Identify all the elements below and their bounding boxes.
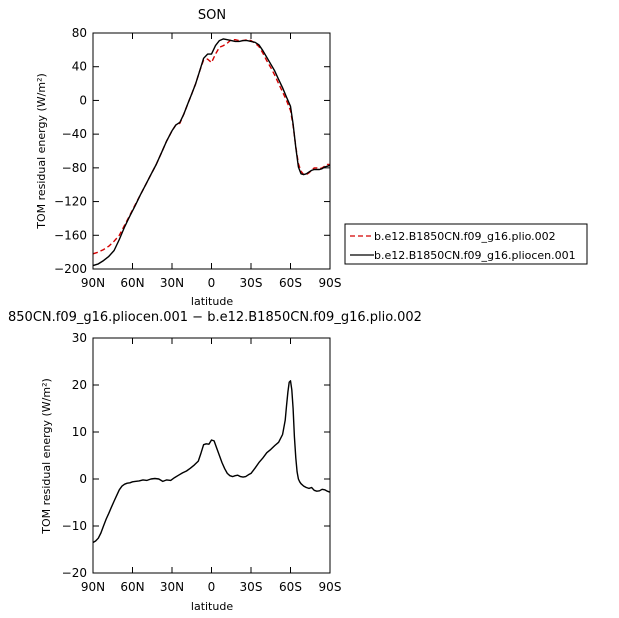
top-series-line-2 <box>92 38 331 267</box>
bottom-series-layer <box>92 380 331 544</box>
top-y-tick-label: −160 <box>54 228 87 242</box>
bottom-y-tick-label: 10 <box>72 425 87 439</box>
top-series-layer <box>92 38 331 267</box>
bottom-ticks-layer: 90N 60N 30N 0 30S 60S 90S −20 −10 0 10 20 30 <box>62 331 342 594</box>
legend-label-series-2: b.e12.B1850CN.f09_g16.pliocen.001 <box>374 249 576 262</box>
top-x-tick-label: 90N <box>81 276 105 290</box>
bottom-x-tick-label: 90S <box>319 580 342 594</box>
bottom-x-tick-label: 30N <box>160 580 184 594</box>
legend-label-series-1: b.e12.B1850CN.f09_g16.plio.002 <box>374 230 556 243</box>
bottom-x-tick-label: 30S <box>240 580 263 594</box>
top-chart-title: SON <box>198 8 226 23</box>
top-plot-frame <box>92 32 331 270</box>
top-legend: b.e12.B1850CN.f09_g16.plio.002 b.e12.B18… <box>344 223 588 265</box>
top-x-tick-label: 0 <box>208 276 216 290</box>
bottom-chart-title: 850CN.f09_g16.pliocen.001 − b.e12.B1850C… <box>8 310 422 325</box>
top-x-tick-label: 90S <box>319 276 342 290</box>
bottom-x-tick-label: 0 <box>208 580 216 594</box>
top-y-tick-label: −120 <box>54 195 87 209</box>
top-x-axis-label: latitude <box>191 295 233 308</box>
bottom-x-tick-label: 60N <box>120 580 144 594</box>
bottom-series-line-1 <box>92 380 331 544</box>
bottom-panel: 850CN.f09_g16.pliocen.001 − b.e12.B1850C… <box>8 310 422 613</box>
bottom-y-tick-label: 30 <box>72 331 87 345</box>
bottom-plot-frame <box>92 337 331 574</box>
top-ticks-layer: 90N 60N 30N 0 30S 60S 90S −200 −160 −120 −80 −40 0 40… <box>54 26 341 290</box>
top-y-axis-label: TOM residual energy (W/m²) <box>35 73 48 230</box>
bottom-x-tick-label: 60S <box>279 580 302 594</box>
bottom-y-tick-label: 20 <box>72 378 87 392</box>
top-y-tick-label: −80 <box>62 161 87 175</box>
top-series-line-1 <box>92 39 330 255</box>
top-panel: SON 90N 60N 30N 0 30S 60S 90S −200 −160 −120 −80 −4… <box>35 8 588 308</box>
bottom-y-tick-label: −10 <box>62 519 87 533</box>
bottom-x-axis-label: latitude <box>191 600 233 613</box>
legend-box <box>344 223 588 265</box>
top-x-tick-label: 30N <box>160 276 184 290</box>
bottom-y-tick-label: 0 <box>79 472 87 486</box>
top-x-tick-label: 30S <box>240 276 263 290</box>
top-y-tick-label: 80 <box>72 26 87 40</box>
top-x-tick-label: 60N <box>120 276 144 290</box>
bottom-x-tick-label: 90N <box>81 580 105 594</box>
top-x-tick-label: 60S <box>279 276 302 290</box>
top-y-tick-label: 40 <box>72 60 87 74</box>
bottom-y-tick-label: −20 <box>62 566 87 580</box>
top-y-tick-label: −40 <box>62 127 87 141</box>
top-y-tick-label: 0 <box>79 93 87 107</box>
top-y-tick-label: −200 <box>54 262 87 276</box>
bottom-y-axis-label: TOM residual energy (W/m²) <box>40 378 53 535</box>
